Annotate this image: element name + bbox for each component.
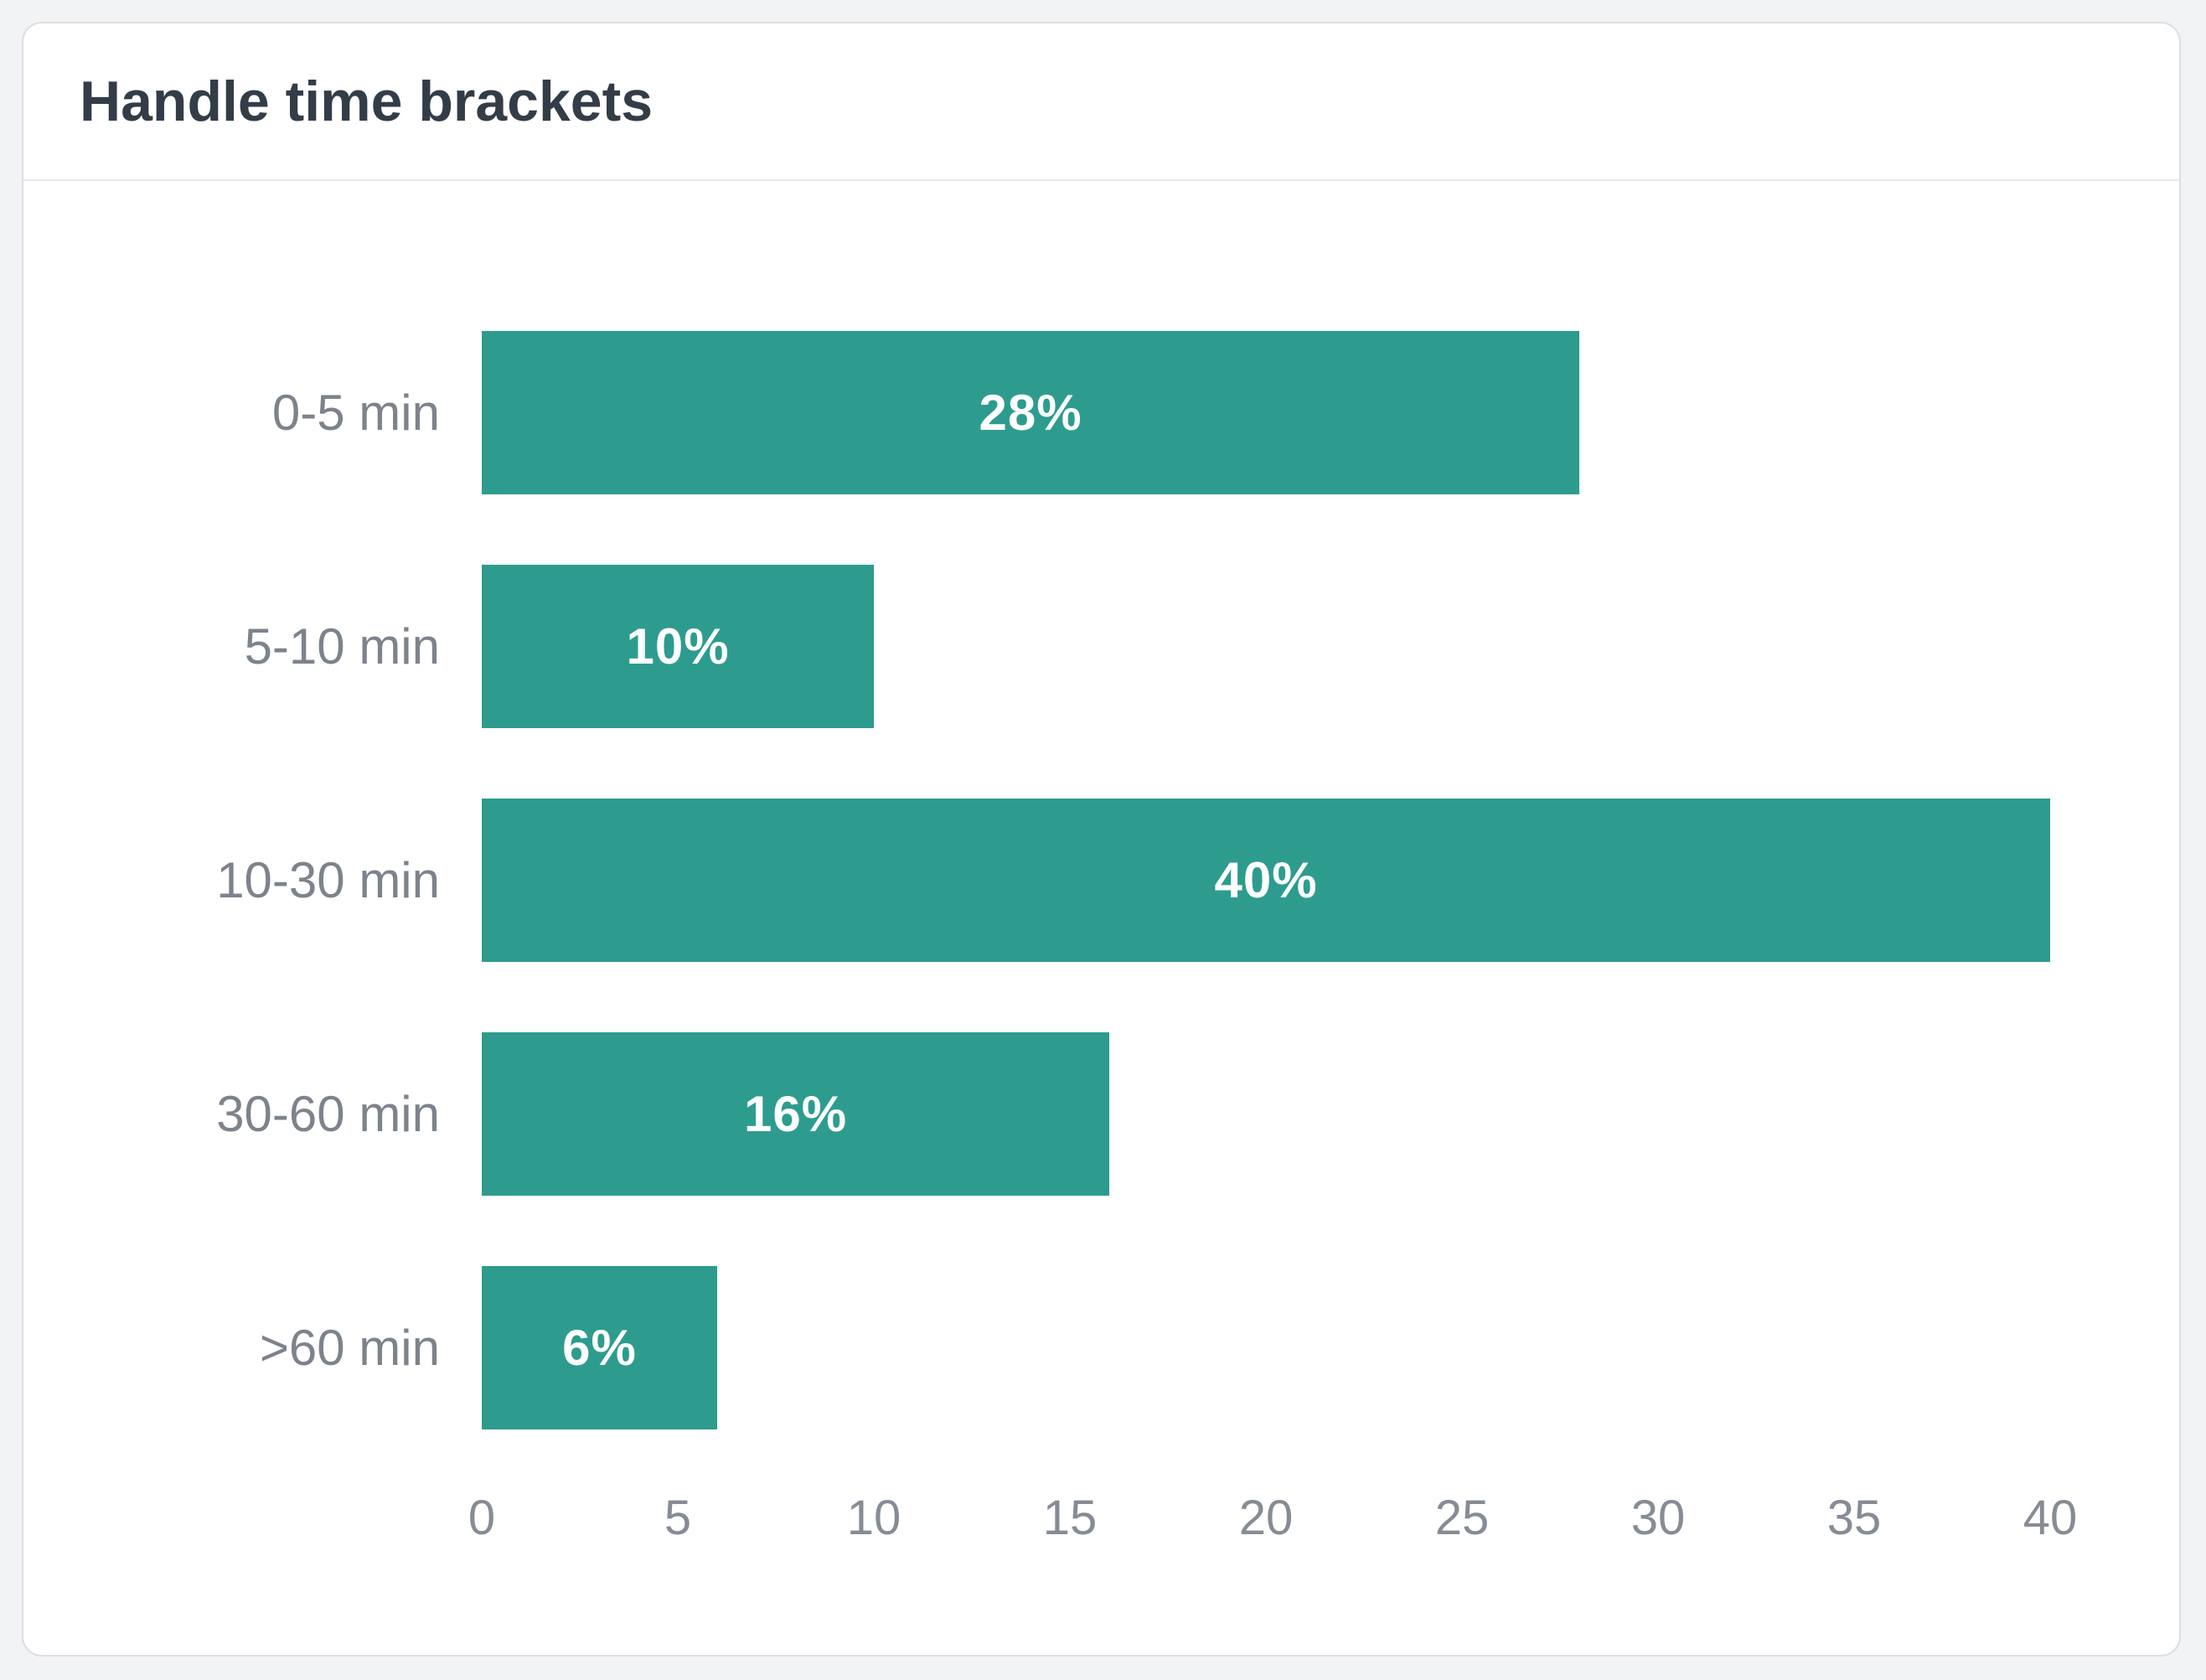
x-axis-tick-label: 25 bbox=[1434, 1491, 1490, 1545]
bar-value-label: 28% bbox=[979, 385, 1082, 441]
bar-segment[interactable]: 40% bbox=[482, 799, 2050, 962]
bar-value-label: 6% bbox=[562, 1320, 637, 1376]
bar-chart-plot: 0-5 min 28% 5-10 min 10% 10-30 min 40% 30-60 m… bbox=[23, 181, 2179, 1655]
x-axis-tick-label: 40 bbox=[2023, 1491, 2078, 1545]
x-axis-tick-label: 35 bbox=[1826, 1491, 1882, 1545]
category-label: 30-60 min bbox=[216, 1085, 440, 1142]
x-axis-tick-label: 15 bbox=[1042, 1491, 1098, 1545]
bar-segment[interactable]: 10% bbox=[482, 565, 874, 728]
x-axis-tick-label: 10 bbox=[846, 1491, 902, 1545]
bar-value-label: 10% bbox=[626, 618, 730, 675]
x-axis-tick-label: 30 bbox=[1630, 1491, 1686, 1545]
category-label: 10-30 min bbox=[216, 851, 440, 908]
bar-segment[interactable]: 6% bbox=[482, 1266, 717, 1429]
category-label: 0-5 min bbox=[271, 384, 440, 441]
x-axis-tick-label: 0 bbox=[468, 1491, 496, 1545]
card-header: Handle time brackets bbox=[23, 23, 2179, 181]
handle-time-card: Handle time brackets 0-5 min 28% 5-10 min 1… bbox=[22, 22, 2181, 1657]
bar-value-label: 16% bbox=[743, 1086, 848, 1142]
x-axis-tick-label: 5 bbox=[664, 1491, 692, 1545]
category-label: >60 min bbox=[259, 1319, 440, 1376]
bar-segment[interactable]: 16% bbox=[482, 1032, 1109, 1196]
bar-value-label: 40% bbox=[1214, 852, 1318, 908]
bar-segment[interactable]: 28% bbox=[482, 331, 1579, 494]
x-axis-tick-label: 20 bbox=[1238, 1491, 1294, 1545]
card-title: Handle time brackets bbox=[80, 70, 654, 133]
category-label: 5-10 min bbox=[244, 618, 440, 675]
